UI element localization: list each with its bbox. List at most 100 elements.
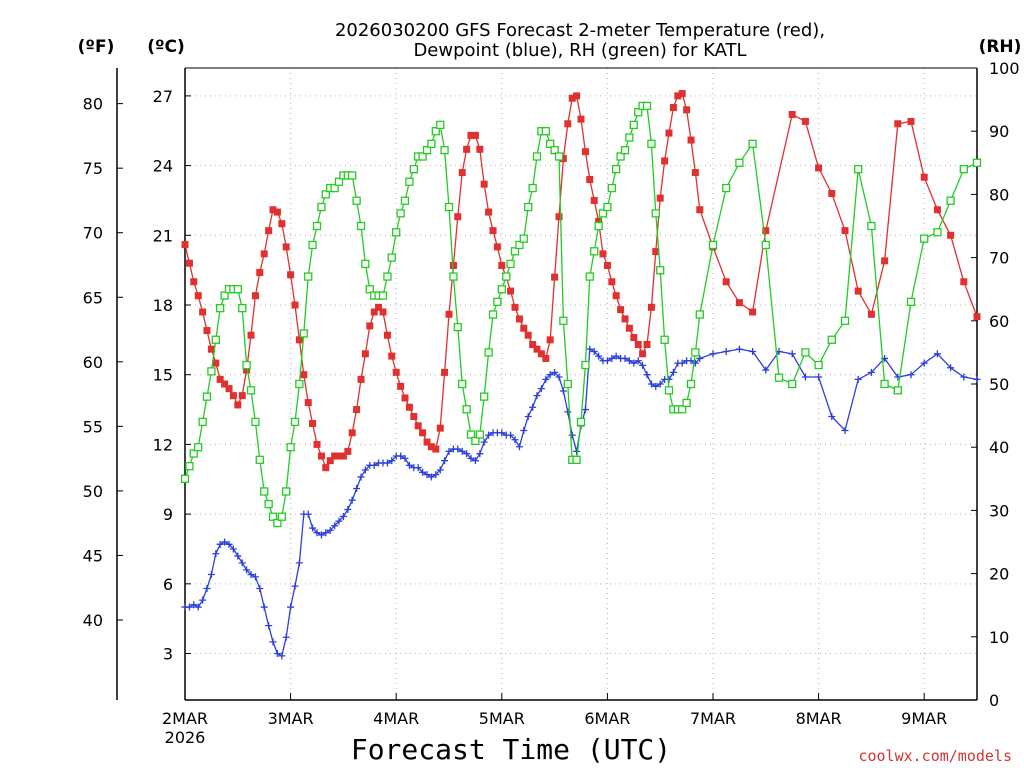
2-meter-temperature-point	[493, 243, 501, 251]
rh-point	[554, 152, 564, 161]
rh-point	[607, 183, 616, 193]
dewpoint-point	[621, 354, 629, 362]
dewpoint-point	[815, 373, 823, 381]
rh-tick-label: 20	[989, 565, 1009, 584]
dewpoint-point	[212, 550, 220, 558]
2-meter-temperature-point	[331, 452, 339, 460]
rh-point	[260, 487, 269, 496]
2-meter-temperature-point	[379, 308, 387, 316]
dewpoint-point	[735, 345, 743, 353]
dewpoint-point	[203, 584, 211, 592]
2-meter-temperature-point	[749, 308, 757, 316]
rh-point	[330, 183, 339, 193]
dewpoint-point	[634, 357, 642, 365]
rh-tick-label: 30	[989, 501, 1009, 520]
dewpoint-point	[353, 485, 361, 493]
2-meter-temperature-point	[212, 359, 220, 367]
rh-tick-label: 70	[989, 249, 1009, 268]
2-meter-temperature-point	[498, 262, 506, 269]
rh-point	[541, 127, 550, 136]
rh-point	[880, 379, 889, 389]
dewpoint-point	[238, 559, 246, 567]
2-meter-temperature-point	[414, 422, 422, 430]
rh-tick-label: 50	[989, 375, 1009, 394]
2-meter-temperature-point	[339, 452, 347, 460]
2-meter-temperature-point	[216, 375, 224, 383]
rh-point	[867, 221, 876, 231]
rh-point	[475, 430, 484, 439]
2-meter-temperature-point	[691, 169, 699, 177]
2-meter-temperature-point	[920, 173, 928, 181]
2-meter-temperature-point	[520, 324, 528, 332]
time-tick-label: 5MAR	[479, 709, 525, 728]
2-meter-temperature-point	[397, 382, 405, 390]
dewpoint-point	[788, 350, 796, 358]
rh-point	[616, 152, 625, 161]
rh-point	[216, 304, 225, 313]
rh-point	[290, 417, 300, 427]
dewpoint-point	[229, 545, 237, 553]
2-meter-temperature-point	[973, 313, 981, 321]
rh-point	[277, 512, 286, 521]
dewpoint-point	[388, 457, 396, 465]
dewpoint-point	[669, 368, 677, 376]
2-meter-temperature-point	[762, 227, 770, 235]
dewpoint-point	[520, 426, 528, 434]
dewpoint-point	[515, 443, 523, 451]
2-meter-temperature-point	[643, 341, 651, 348]
2-meter-temperature-point	[841, 227, 849, 235]
fahrenheit-tick-label: 60	[83, 353, 103, 372]
dewpoint-point	[463, 450, 471, 458]
dewpoint-point	[335, 517, 343, 525]
dewpoint-point	[542, 375, 550, 383]
dewpoint-point	[414, 464, 422, 472]
rh-point	[440, 146, 449, 155]
2-meter-temperature-point	[788, 110, 796, 118]
rh-point	[840, 316, 850, 325]
dewpoint-point	[295, 559, 303, 567]
dewpoint-point	[260, 603, 268, 611]
dewpoint-point	[287, 603, 295, 611]
rh-point	[348, 171, 357, 180]
dewpoint-point	[537, 385, 545, 393]
rh-point	[625, 133, 634, 142]
dewpoint-point	[595, 352, 603, 360]
rh-point	[788, 379, 797, 389]
2-meter-temperature-point	[401, 394, 409, 402]
dewpoint-point	[405, 461, 413, 469]
2-meter-temperature-point	[225, 385, 233, 393]
rh-point	[462, 405, 471, 414]
2-meter-temperature-point	[867, 310, 875, 318]
rh-point	[502, 272, 511, 281]
rh-point	[238, 304, 247, 313]
2-meter-temperature-point	[181, 241, 189, 249]
dewpoint-point	[322, 529, 330, 537]
2-meter-temperature-point	[960, 278, 968, 286]
2-meter-temperature-point	[555, 213, 563, 221]
dewpoint-point	[427, 473, 435, 481]
rh-point	[664, 386, 674, 395]
series-layer	[180, 90, 982, 660]
rh-point	[660, 335, 669, 344]
2-meter-temperature-point	[669, 104, 677, 111]
dewpoint-point	[251, 573, 259, 581]
dewpoint-point	[278, 652, 286, 660]
2-meter-temperature-point	[480, 180, 488, 188]
time-tick-label: 4MAR	[373, 709, 419, 728]
2-meter-temperature-point	[282, 243, 290, 251]
rh-point	[814, 360, 823, 370]
rh-point	[590, 247, 599, 256]
2-meter-temperature-point	[199, 308, 207, 316]
dewpoint-point	[559, 387, 567, 395]
time-tick-label: 2MAR	[162, 709, 208, 728]
rh-tick-label: 60	[989, 312, 1009, 331]
dewpoint-point	[643, 371, 651, 379]
fahrenheit-tick-label: 80	[83, 95, 103, 114]
dewpoint-series	[181, 345, 981, 660]
rh-point	[189, 449, 198, 458]
rh-point	[708, 240, 718, 250]
dewpoint-point	[920, 359, 928, 367]
time-tick-label: 7MAR	[690, 709, 736, 728]
rh-point	[550, 146, 559, 155]
dewpoint-point	[265, 622, 273, 630]
